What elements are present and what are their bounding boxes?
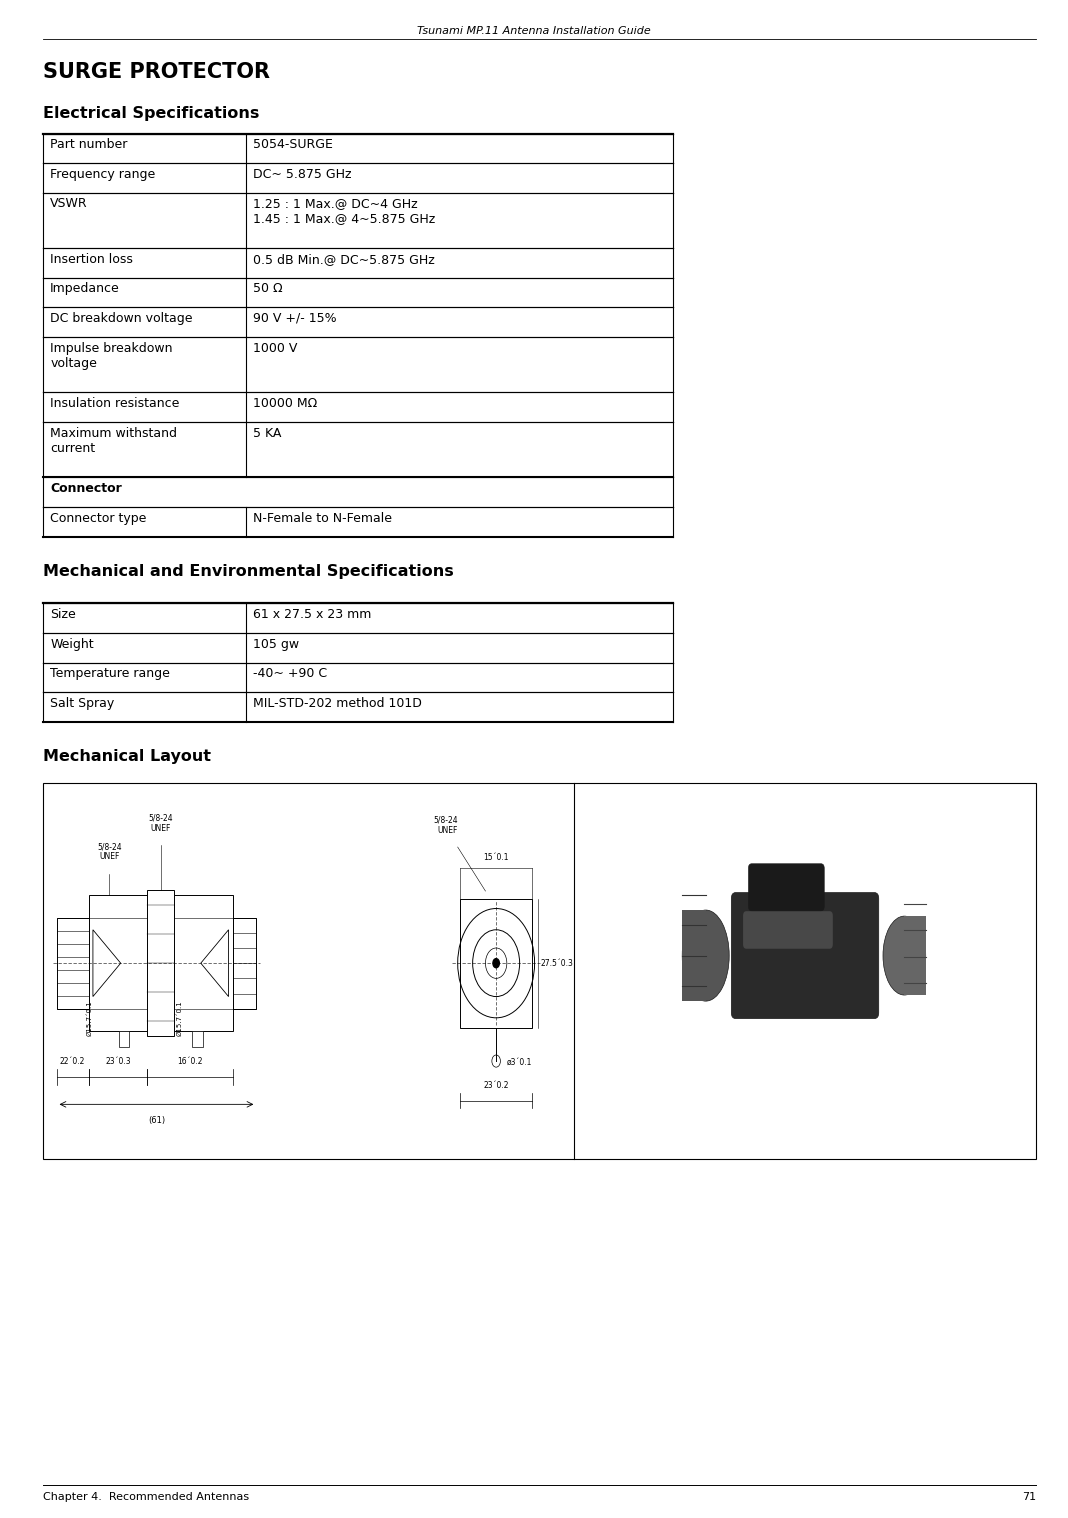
Text: Impulse breakdown
voltage: Impulse breakdown voltage [50,342,173,369]
Bar [174,894,233,1031]
Text: VSWR: VSWR [50,197,88,211]
Text: 105 gw: 105 gw [253,638,299,651]
Ellipse shape [682,909,729,1000]
Text: 1000 V: 1000 V [253,342,298,355]
Text: 27.5´0.3: 27.5´0.3 [541,959,574,967]
Text: Weight: Weight [50,638,94,651]
Text: (61): (61) [147,1116,166,1125]
Text: 22´0.2: 22´0.2 [60,1058,85,1066]
Bar [460,899,533,1028]
Text: 15´0.1: 15´0.1 [484,853,508,862]
Text: 5 KA: 5 KA [253,427,282,440]
FancyBboxPatch shape [749,864,824,911]
Bar [43,782,1036,1158]
Polygon shape [201,929,229,996]
Text: N-Female to N-Female: N-Female to N-Female [253,512,392,525]
Text: Insertion loss: Insertion loss [50,252,134,266]
Text: Salt Spray: Salt Spray [50,697,114,710]
Bar [905,915,926,994]
Text: DC breakdown voltage: DC breakdown voltage [50,311,192,325]
Bar [192,1031,203,1046]
Text: 23´0.3: 23´0.3 [106,1058,130,1066]
Text: Connector: Connector [50,481,122,495]
Text: 71: 71 [1022,1492,1036,1503]
Text: 16´0.2: 16´0.2 [177,1058,203,1066]
Text: 50 Ω: 50 Ω [253,282,283,296]
Text: Ø15.7´0.1: Ø15.7´0.1 [87,1000,93,1035]
Bar [89,894,147,1031]
Text: Mechanical and Environmental Specifications: Mechanical and Environmental Specificati… [43,563,454,578]
Bar [233,917,256,1008]
Text: 5054-SURGE: 5054-SURGE [253,138,333,152]
Text: -40~ +90 C: -40~ +90 C [253,666,327,680]
FancyBboxPatch shape [743,911,833,949]
Text: 1.25 : 1 Max.@ DC~4 GHz
1.45 : 1 Max.@ 4~5.875 GHz: 1.25 : 1 Max.@ DC~4 GHz 1.45 : 1 Max.@ 4… [253,197,436,225]
Text: 61 x 27.5 x 23 mm: 61 x 27.5 x 23 mm [253,607,372,621]
Bar [682,909,706,1000]
Text: Frequency range: Frequency range [50,167,156,181]
Text: Connector type: Connector type [50,512,146,525]
Text: Ø15.7´0.1: Ø15.7´0.1 [176,1000,183,1035]
Text: Mechanical Layout: Mechanical Layout [43,748,210,764]
Text: Size: Size [50,607,76,621]
Text: Part number: Part number [50,138,127,152]
Bar [119,1031,129,1046]
Text: SURGE PROTECTOR: SURGE PROTECTOR [43,62,270,82]
Text: 90 V +/- 15%: 90 V +/- 15% [253,311,336,325]
Text: ø3´0.1: ø3´0.1 [507,1058,532,1067]
Polygon shape [93,929,121,996]
Ellipse shape [883,915,926,994]
Text: 23´0.2: 23´0.2 [484,1081,508,1090]
Text: 5/8-24
UNEF: 5/8-24 UNEF [148,814,173,832]
Text: DC~ 5.875 GHz: DC~ 5.875 GHz [253,167,351,181]
Text: 0.5 dB Min.@ DC~5.875 GHz: 0.5 dB Min.@ DC~5.875 GHz [253,252,435,266]
Text: Tsunami MP.11 Antenna Installation Guide: Tsunami MP.11 Antenna Installation Guide [418,26,650,36]
FancyBboxPatch shape [732,893,879,1019]
Text: Impedance: Impedance [50,282,120,296]
Bar [57,917,89,1008]
Bar [147,890,174,1035]
Text: Maximum withstand
current: Maximum withstand current [50,427,177,454]
Text: 10000 MΩ: 10000 MΩ [253,396,317,410]
Text: Insulation resistance: Insulation resistance [50,396,179,410]
Text: Chapter 4.  Recommended Antennas: Chapter 4. Recommended Antennas [43,1492,249,1503]
Circle shape [493,958,500,967]
Text: 5/8-24
UNEF: 5/8-24 UNEF [97,842,122,861]
Text: 5/8-24
UNEF: 5/8-24 UNEF [433,815,458,835]
Text: Electrical Specifications: Electrical Specifications [43,106,260,121]
Text: Temperature range: Temperature range [50,666,170,680]
Text: MIL-STD-202 method 101D: MIL-STD-202 method 101D [253,697,422,710]
